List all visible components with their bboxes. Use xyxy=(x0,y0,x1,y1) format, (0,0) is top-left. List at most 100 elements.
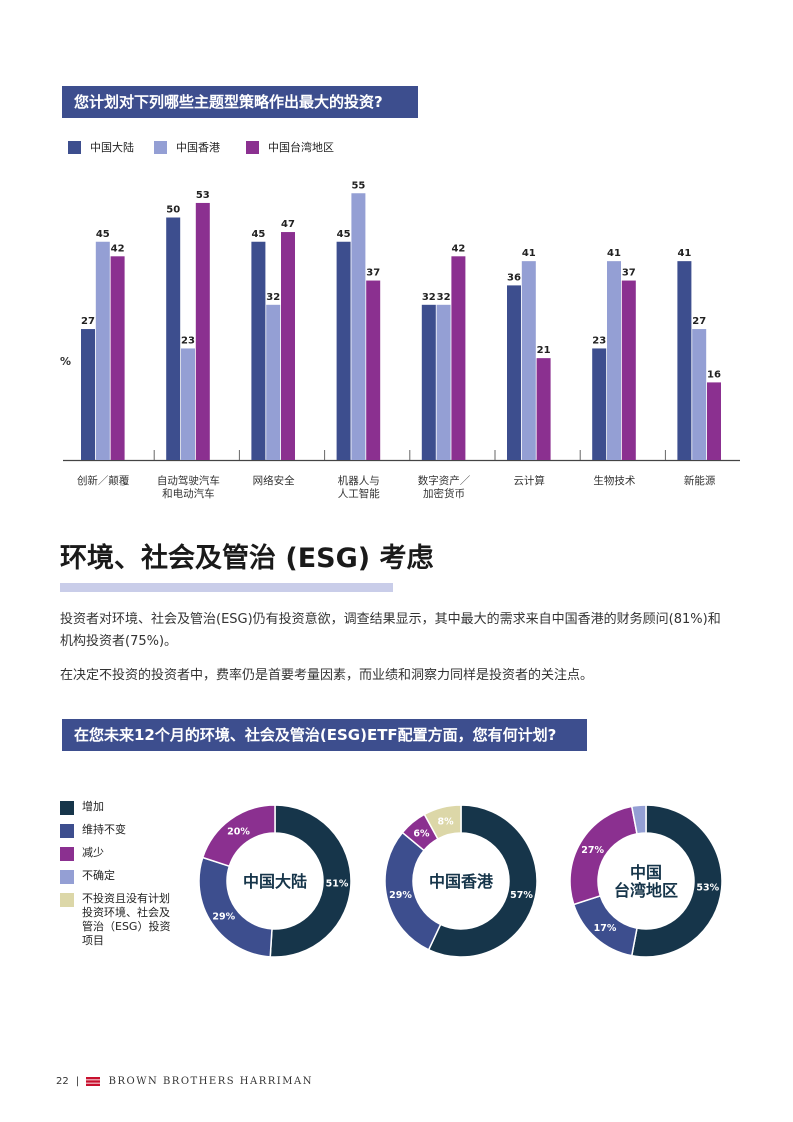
bar-value-label: 27 xyxy=(81,316,95,327)
bar-value-label: 37 xyxy=(622,268,636,279)
thematic-bar-chart: %274542创新／颠覆502353自动驾驶汽车和电动汽车453247网络安全4… xyxy=(60,180,740,500)
category-tick-label: 人工智能 xyxy=(338,487,380,500)
donut-legend-item-decrease: 减少 xyxy=(60,846,180,861)
slice-value-label: 8% xyxy=(438,816,455,827)
legend-label-increase: 增加 xyxy=(82,800,104,813)
legend-swatch-hongkong xyxy=(154,141,167,154)
bar xyxy=(677,261,692,460)
bbh-flag-logo-icon xyxy=(86,1077,101,1086)
bar xyxy=(251,241,266,460)
category-tick-label: 生物技术 xyxy=(593,474,635,487)
legend-swatch-unchanged xyxy=(60,824,74,838)
bar-value-label: 45 xyxy=(337,229,351,240)
bar-value-label: 45 xyxy=(96,229,110,240)
slice-value-label: 57% xyxy=(510,890,533,901)
legend-swatch-taiwan xyxy=(246,141,259,154)
bar xyxy=(521,261,536,460)
bar-value-label: 41 xyxy=(677,248,691,259)
bar xyxy=(351,193,366,460)
bar-value-label: 53 xyxy=(196,190,210,201)
legend-swatch-decrease xyxy=(60,847,74,861)
page-number: 22 xyxy=(56,1076,69,1087)
bar xyxy=(507,285,521,460)
slice-value-label: 29% xyxy=(389,890,412,901)
donut-chart-mainland: 51% 29% 20% 中国大陆 xyxy=(198,804,352,958)
legend-label-mainland: 中国大陆 xyxy=(90,141,134,154)
bar-value-label: 45 xyxy=(251,229,265,240)
donut-slice xyxy=(269,804,352,958)
category-tick-label: 加密货币 xyxy=(423,487,465,500)
bar-value-label: 32 xyxy=(422,292,436,303)
category-tick-label: 云计算 xyxy=(513,474,545,487)
bar-value-label: 16 xyxy=(707,369,721,380)
esg-paragraph-2: 在决定不投资的投资者中，费率仍是首要考量因素，而业绩和洞察力同样是投资者的关注点… xyxy=(60,668,594,683)
bar-value-label: 50 xyxy=(166,205,180,216)
bar xyxy=(592,348,607,460)
donut-chart-hongkong: 57% 29% 6% 8% 中国香港 xyxy=(384,804,538,958)
bar xyxy=(621,280,636,460)
slice-value-label: 29% xyxy=(212,911,235,922)
donut-legend-item-increase: 增加 xyxy=(60,800,180,815)
donut-center-label: 中国香港 xyxy=(429,872,494,891)
bar xyxy=(110,256,125,460)
donut-slice xyxy=(423,804,462,840)
esg-paragraph-1: 投资者对环境、社会及管治(ESG)仍有投资意欲，调查结果显示，其中最大的需求来自… xyxy=(60,612,721,649)
category-tick-label: 新能源 xyxy=(684,474,716,487)
donut-legend-item-unchanged: 维持不变 xyxy=(60,823,180,838)
bar xyxy=(436,304,451,460)
donut-legend: 增加 维持不变 减少 不确定 不投资且没有计划投资环境、社会及管治（ESG）投资… xyxy=(60,800,180,957)
slice-value-label: 27% xyxy=(581,845,604,856)
bar-value-label: 41 xyxy=(607,248,621,259)
donut-center-label: 中国 xyxy=(630,863,662,882)
bar xyxy=(81,329,95,460)
category-tick-label: 数字资产／ xyxy=(418,474,471,487)
bar-value-label: 23 xyxy=(592,335,606,346)
category-tick-label: 和电动汽车 xyxy=(162,487,215,500)
slice-value-label: 17% xyxy=(594,923,617,934)
legend-swatch-no-invest xyxy=(60,893,74,907)
bar-value-label: 55 xyxy=(351,180,365,191)
page-footer: 22 | BROWN BROTHERS HARRIMAN xyxy=(56,1076,313,1088)
donut-legend-item-unsure: 不确定 xyxy=(60,869,180,884)
legend-swatch-mainland xyxy=(68,141,81,154)
slice-value-label: 53% xyxy=(696,882,719,893)
bar-value-label: 42 xyxy=(451,243,465,254)
donut-slice xyxy=(201,804,276,868)
section-title: 环境、社会及管治 (ESG) 考虑 xyxy=(60,543,434,574)
category-tick-label: 自动驾驶汽车 xyxy=(157,474,220,487)
bar xyxy=(692,329,707,460)
bar-value-label: 32 xyxy=(266,292,280,303)
bar-value-label: 27 xyxy=(692,316,706,327)
bar xyxy=(336,241,351,460)
category-tick-label: 网络安全 xyxy=(253,474,295,487)
legend-label-unsure: 不确定 xyxy=(82,869,115,882)
donut-slice xyxy=(630,804,723,958)
footer-separator: | xyxy=(75,1076,80,1087)
chart2-title-banner: 在您未来12个月的环境、社会及管治(ESG)ETF配置方面，您有何计划? xyxy=(62,719,587,751)
bar xyxy=(707,382,721,460)
bar xyxy=(607,261,621,460)
bar xyxy=(451,256,466,460)
legend-label-unchanged: 维持不变 xyxy=(82,823,126,836)
donut-center-label: 中国大陆 xyxy=(243,872,307,891)
y-axis-unit-label: % xyxy=(60,355,71,368)
category-tick-label: 创新／颠覆 xyxy=(77,474,130,487)
bar xyxy=(281,232,295,460)
bar-value-label: 42 xyxy=(111,243,125,254)
bar xyxy=(421,304,436,460)
bar-value-label: 23 xyxy=(181,335,195,346)
bar xyxy=(95,241,110,460)
section-underline xyxy=(60,583,393,592)
bar-value-label: 36 xyxy=(507,272,521,283)
bar xyxy=(166,217,181,460)
legend-label-taiwan: 中国台湾地区 xyxy=(268,141,334,154)
legend-label-hongkong: 中国香港 xyxy=(176,141,220,154)
slice-value-label: 6% xyxy=(413,829,430,840)
bar-value-label: 37 xyxy=(366,268,380,279)
donut-chart-taiwan: 53% 17% 27% 3% 中国台湾地区 xyxy=(569,800,723,958)
slice-value-label: 3% xyxy=(630,800,647,803)
brand-name: BROWN BROTHERS HARRIMAN xyxy=(108,1076,313,1087)
bar xyxy=(366,280,381,460)
bar-value-label: 41 xyxy=(522,248,536,259)
slice-value-label: 51% xyxy=(326,878,349,889)
